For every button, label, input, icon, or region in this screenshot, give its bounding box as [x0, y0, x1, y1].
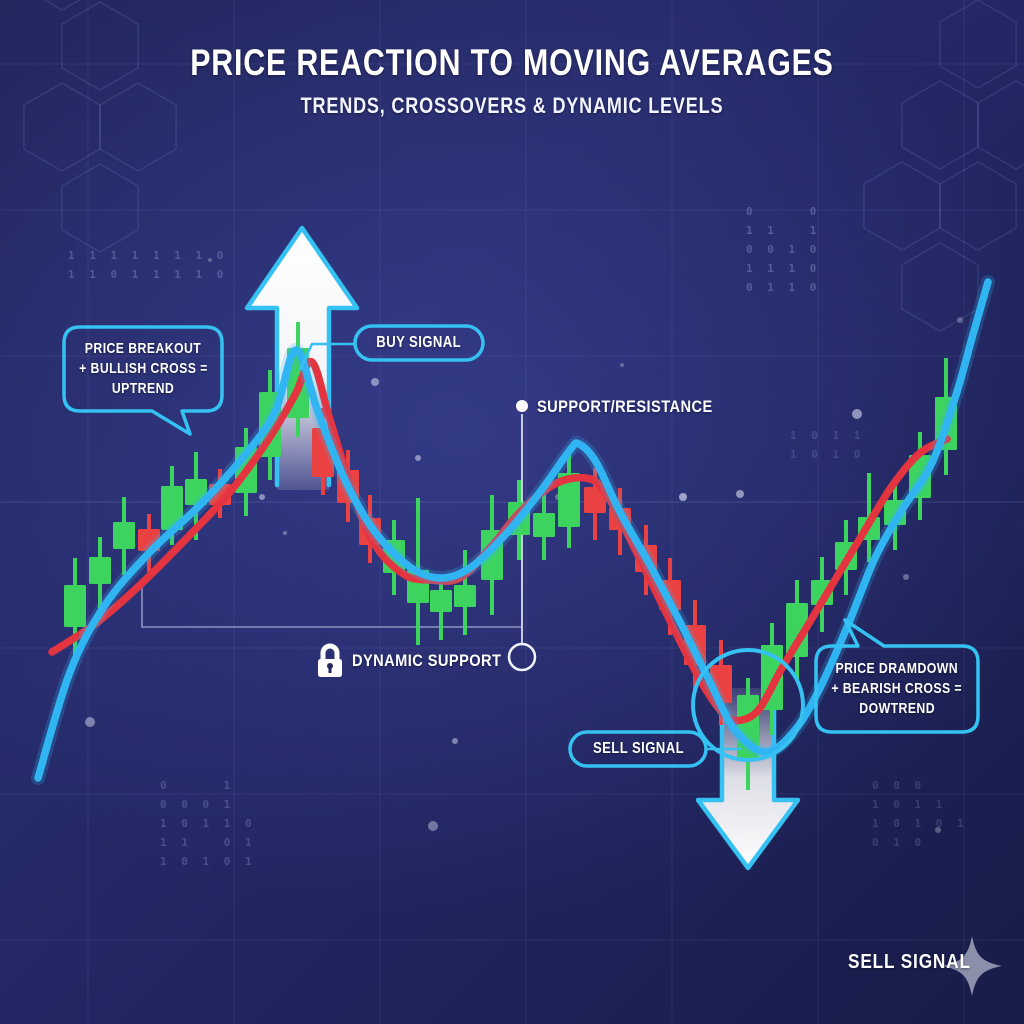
hexagon-pattern [23, 0, 1024, 332]
hexagon [99, 82, 177, 172]
particle-dot [852, 409, 862, 419]
drawdown-line-1: PRICE DRAMDOWN [835, 660, 959, 677]
hexagon [23, 82, 101, 172]
support-circle-icon [507, 642, 537, 672]
hexagon [61, 163, 139, 253]
particle-dot [736, 490, 744, 498]
crossover-highlight-circle [691, 648, 805, 762]
particle-dot [679, 493, 687, 501]
drawdown-bubble-outline [814, 618, 980, 734]
breakout-line-3: UPTREND [111, 380, 175, 397]
header: PRICE REACTION TO MOVING AVERAGES TRENDS… [0, 42, 1024, 120]
binary-block: 0 0 1 1 1 0 0 1 0 1 1 1 0 0 1 1 0 [746, 205, 821, 294]
particle-dot [935, 827, 941, 833]
particle-dot [428, 821, 438, 831]
candle-body [558, 473, 580, 527]
binary-block: 1 1 1 1 1 1 1 0 1 1 0 1 1 1 1 0 [68, 249, 228, 281]
hexagon [901, 80, 979, 170]
support-dot-icon [516, 400, 528, 412]
candle-body [454, 585, 476, 607]
candle-body [584, 487, 606, 513]
hexagon [939, 161, 1017, 251]
particle-dot [371, 378, 379, 386]
page-title: PRICE REACTION TO MOVING AVERAGES [190, 42, 834, 83]
page-subtitle: TRENDS, CROSSOVERS & DYNAMIC LEVELS [300, 93, 724, 118]
slow-ma-line [48, 357, 951, 725]
buy-signal-connector [298, 342, 356, 371]
drawdown-line-2: + BEARISH CROSS = [831, 680, 963, 697]
hexagon [939, 0, 1017, 89]
particle-dot [957, 317, 963, 323]
buy-signal-label: BUY SIGNAL [376, 334, 462, 351]
particle-dot [208, 258, 212, 262]
particle-dot [620, 363, 624, 367]
candle-body [430, 590, 452, 612]
candle-body [533, 513, 555, 537]
drawdown-bubble: PRICE DRAMDOWN + BEARISH CROSS = DOWTREN… [816, 646, 978, 732]
sell-signal-label: SELL SIGNAL [592, 740, 684, 757]
candle-body [161, 486, 183, 530]
hexagon [43, 0, 81, 11]
watermark-sell-signal: SELL SIGNAL [848, 951, 971, 973]
particle-dot [85, 717, 95, 727]
support-resistance-label: SUPPORT/RESISTANCE [537, 397, 713, 416]
binary-block: 0 1 0 0 0 1 1 0 1 1 0 1 1 0 1 1 0 1 0 1 [160, 779, 256, 868]
dynamic-support-label: DYNAMIC SUPPORT [352, 651, 502, 670]
particle-dot [259, 494, 265, 500]
binary-block: 1 0 1 1 1 0 1 0 [790, 429, 865, 461]
hexagon [977, 80, 1024, 170]
breakout-line-2: + BULLISH CROSS = [78, 360, 208, 377]
hexagon [863, 161, 941, 251]
dynamic-support-box [141, 583, 521, 628]
lock-icon [318, 643, 342, 677]
breakout-line-1: PRICE BREAKOUT [84, 340, 202, 357]
hexagon [901, 242, 979, 332]
binary-block: 0 0 0 1 0 1 1 1 0 1 0 1 0 1 0 [872, 779, 968, 849]
hexagon [61, 1, 139, 91]
particle-dot [903, 574, 909, 580]
particle-dot [415, 455, 421, 461]
candle-body [64, 585, 86, 627]
particle-dot [283, 531, 287, 535]
particle-dot [452, 738, 458, 744]
candle-body [786, 603, 808, 657]
four-point-star-icon [942, 936, 1002, 996]
breakout-bubble: PRICE BREAKOUT + BULLISH CROSS = UPTREND [64, 327, 222, 411]
fast-ma-line [34, 278, 992, 782]
glow-particles [85, 258, 963, 833]
candle-body [89, 557, 111, 584]
moving-average-lines [31, 275, 995, 785]
candle-body [113, 522, 135, 549]
breakout-bubble-outline [62, 325, 224, 436]
drawdown-line-3: DOWTREND [859, 700, 935, 717]
